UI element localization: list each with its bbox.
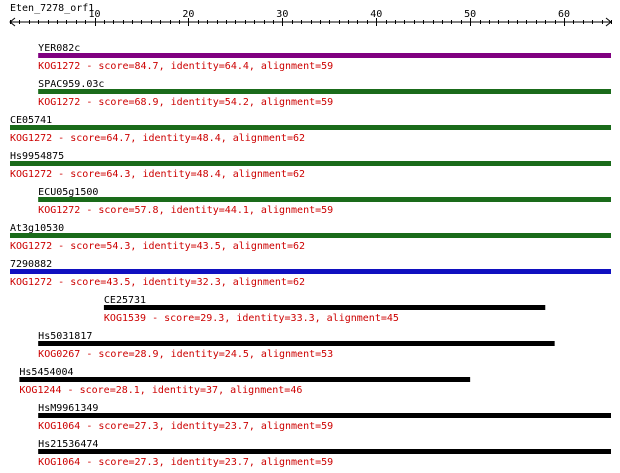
hit-name[interactable]: HsM9961349 xyxy=(38,403,98,414)
hit-bar[interactable] xyxy=(10,125,611,130)
hit-row: Hs5031817 KOG0267 - score=28.9, identity=… xyxy=(38,331,555,360)
hit-bar[interactable] xyxy=(38,341,555,346)
hit-name[interactable]: SPAC959.03c xyxy=(38,79,104,90)
hit-bar[interactable] xyxy=(10,161,611,166)
hit-row: SPAC959.03c KOG1272 - score=68.9, identit… xyxy=(38,79,611,108)
hit-bar[interactable] xyxy=(10,269,611,274)
hit-description[interactable]: KOG1272 - score=43.5, identity=32.3, ali… xyxy=(10,277,305,288)
hit-row: ECU05g1500 KOG1272 - score=57.8, identity… xyxy=(38,187,611,216)
sequence-title: Eten_7278_orf1 xyxy=(10,3,94,14)
ruler-tick-label: 60 xyxy=(558,9,570,20)
ruler-tick-label: 50 xyxy=(464,9,476,20)
hit-row: CE05741 KOG1272 - score=64.7, identity=48… xyxy=(10,115,611,144)
hit-bar[interactable] xyxy=(38,449,611,454)
hit-description[interactable]: KOG1064 - score=27.3, identity=23.7, ali… xyxy=(38,457,333,468)
hit-description[interactable]: KOG1064 - score=27.3, identity=23.7, ali… xyxy=(38,421,333,432)
hit-row: Hs9954875 KOG1272 - score=64.3, identity=… xyxy=(10,151,611,180)
hit-bar[interactable] xyxy=(103,305,546,310)
ruler-tick-label: 30 xyxy=(276,9,288,20)
hit-row: HsM9961349 KOG1064 - score=27.3, identity… xyxy=(38,403,611,432)
hit-description[interactable]: KOG1272 - score=57.8, identity=44.1, ali… xyxy=(38,205,333,216)
hit-row: YER082c KOG1272 - score=84.7, identity=64… xyxy=(38,43,611,72)
hit-name[interactable]: Hs5454004 xyxy=(19,367,73,378)
hit-list: YER082c KOG1272 - score=84.7, identity=64… xyxy=(10,43,611,468)
hit-bar[interactable] xyxy=(10,233,611,238)
hit-description[interactable]: KOG1272 - score=84.7, identity=64.4, ali… xyxy=(38,61,333,72)
hit-row: 7290882 KOG1272 - score=43.5, identity=32… xyxy=(10,259,611,288)
hit-row: Hs5454004 KOG1244 - score=28.1, identity=… xyxy=(19,367,471,396)
hit-row: Hs21536474 KOG1064 - score=27.3, identity… xyxy=(38,439,611,468)
hit-description[interactable]: KOG1539 - score=29.3, identity=33.3, ali… xyxy=(104,313,399,324)
hit-name[interactable]: At3g10530 xyxy=(10,223,64,234)
hit-description[interactable]: KOG1272 - score=64.7, identity=48.4, ali… xyxy=(10,133,305,144)
hit-bar[interactable] xyxy=(19,377,471,382)
ruler-tick-label: 40 xyxy=(370,9,382,20)
hit-name[interactable]: Hs5031817 xyxy=(38,331,92,342)
hit-bar[interactable] xyxy=(38,53,611,58)
hit-name[interactable]: ECU05g1500 xyxy=(38,187,98,198)
hit-name[interactable]: YER082c xyxy=(38,43,80,54)
hit-description[interactable]: KOG1272 - score=54.3, identity=43.5, ali… xyxy=(10,241,305,252)
hit-name[interactable]: Hs21536474 xyxy=(38,439,98,450)
hit-name[interactable]: CE05741 xyxy=(10,115,52,126)
ruler-tick-label: 20 xyxy=(182,9,194,20)
hit-description[interactable]: KOG1272 - score=64.3, identity=48.4, ali… xyxy=(10,169,305,180)
ruler-tick-label: 10 xyxy=(88,9,100,20)
hit-name[interactable]: 7290882 xyxy=(10,259,52,270)
hit-row: At3g10530 KOG1272 - score=54.3, identity=… xyxy=(10,223,611,252)
hit-bar[interactable] xyxy=(38,197,611,202)
hit-bar[interactable] xyxy=(38,413,611,418)
hit-description[interactable]: KOG0267 - score=28.9, identity=24.5, ali… xyxy=(38,349,333,360)
hit-description[interactable]: KOG1244 - score=28.1, identity=37, align… xyxy=(19,385,302,396)
hit-row: CE25731 KOG1539 - score=29.3, identity=33… xyxy=(103,295,546,324)
hit-name[interactable]: Hs9954875 xyxy=(10,151,64,162)
hit-name[interactable]: CE25731 xyxy=(104,295,146,306)
hit-description[interactable]: KOG1272 - score=68.9, identity=54.2, ali… xyxy=(38,97,333,108)
position-ruler: 10 20 30 40 50 60 xyxy=(9,9,612,27)
hit-bar[interactable] xyxy=(38,89,611,94)
